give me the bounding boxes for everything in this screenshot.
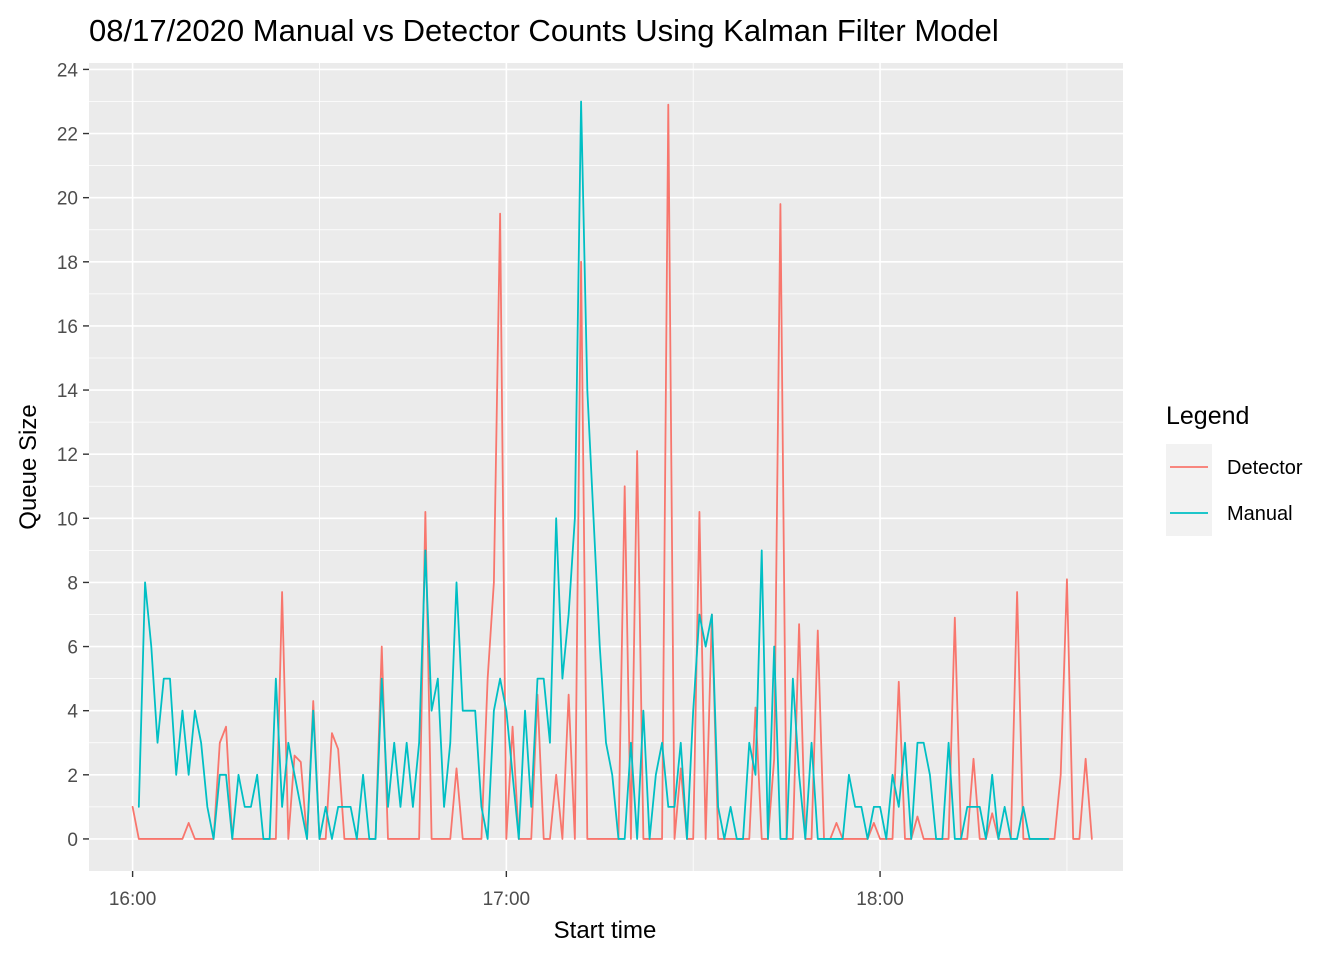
x-tick-label: 18:00 — [856, 889, 904, 910]
x-axis-title: Start time — [554, 917, 657, 944]
grid-major — [89, 63, 1123, 871]
y-tick-label: 20 — [57, 189, 78, 210]
y-tick-label: 24 — [57, 60, 79, 81]
series-line-detector — [131, 103, 1093, 840]
x-axis: 16:00 17:00 18:00 — [109, 871, 904, 910]
legend-items: Detector Manual — [1166, 444, 1303, 536]
series-line-manual — [137, 100, 1050, 840]
y-tick-label: 16 — [57, 317, 78, 338]
chart-title: 08/17/2020 Manual vs Detector Counts Usi… — [89, 13, 999, 48]
plot-panel — [89, 63, 1123, 871]
y-axis-title: Queue Size — [15, 404, 42, 529]
y-tick-label: 4 — [67, 702, 78, 723]
legend-title: Legend — [1166, 402, 1249, 430]
x-tick-label: 16:00 — [109, 889, 157, 910]
y-tick-label: 8 — [67, 573, 78, 594]
x-tick-label: 17:00 — [483, 889, 531, 910]
grid-minor — [89, 63, 1123, 871]
legend-label-detector: Detector — [1227, 457, 1303, 479]
legend: Legend Detector Manual — [1166, 402, 1303, 536]
y-tick-label: 22 — [57, 125, 78, 146]
y-tick-label: 10 — [57, 509, 78, 530]
y-tick-label: 6 — [67, 638, 78, 659]
y-tick-label: 18 — [57, 253, 78, 274]
y-tick-label: 0 — [67, 830, 78, 851]
y-tick-label: 14 — [57, 381, 79, 402]
legend-label-manual: Manual — [1227, 503, 1293, 525]
y-tick-label: 12 — [57, 445, 78, 466]
series-layer — [131, 100, 1093, 840]
y-tick-label: 2 — [67, 766, 78, 787]
